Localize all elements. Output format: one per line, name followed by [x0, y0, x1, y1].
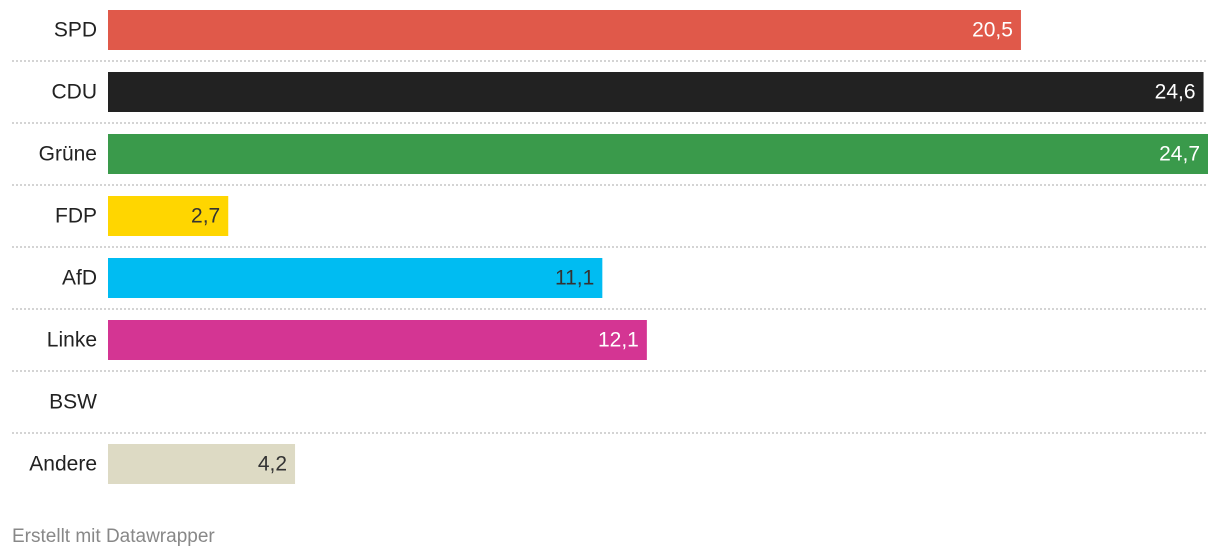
bar — [108, 258, 603, 298]
value-label: 2,7 — [191, 205, 220, 228]
bar — [108, 72, 1204, 112]
value-label: 24,6 — [1155, 81, 1196, 104]
category-label: Andere — [29, 453, 97, 476]
bar — [108, 196, 229, 236]
value-label: 20,5 — [972, 19, 1013, 42]
category-label: Grüne — [39, 143, 97, 166]
category-label: CDU — [52, 81, 98, 104]
category-label: Linke — [47, 329, 97, 352]
category-label: SPD — [54, 19, 97, 42]
bar — [108, 134, 1208, 174]
footer: Erstellt mit Datawrapper — [12, 526, 215, 547]
value-label: 4,2 — [258, 453, 287, 476]
value-label: 12,1 — [598, 329, 639, 352]
bar — [108, 444, 296, 484]
bar — [108, 320, 647, 360]
value-label: 24,7 — [1159, 143, 1200, 166]
category-label: BSW — [49, 391, 97, 414]
value-label: 11,1 — [555, 267, 594, 290]
category-label: FDP — [55, 205, 97, 228]
bar — [108, 10, 1021, 50]
category-label: AfD — [62, 267, 97, 290]
